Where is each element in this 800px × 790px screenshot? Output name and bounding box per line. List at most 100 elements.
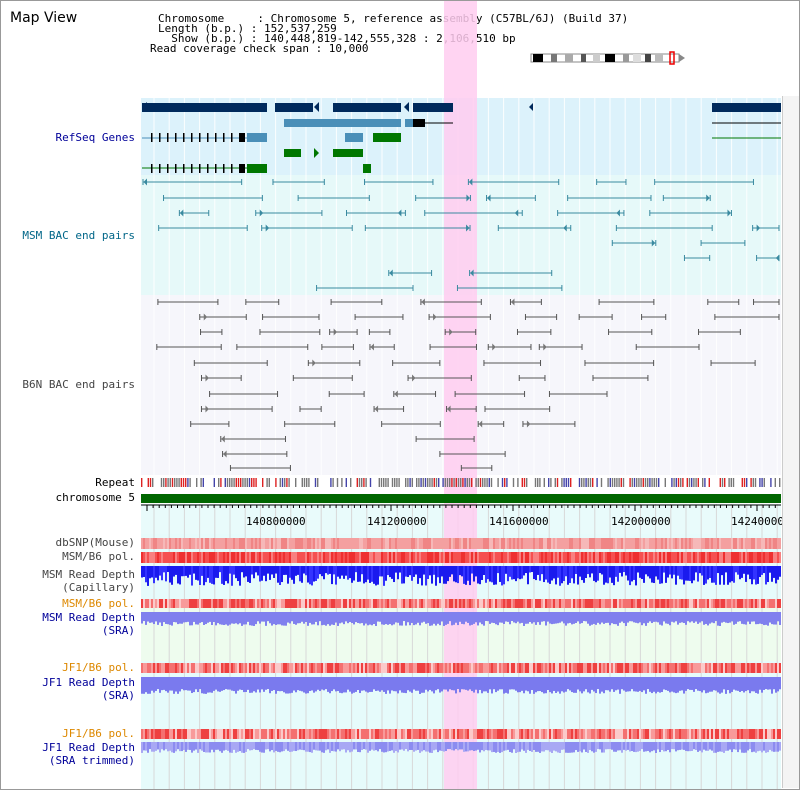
jf1-b6-pol-trim-cell [405, 729, 407, 739]
msm-b6-pol-cell [383, 552, 385, 563]
exon-mark [183, 164, 185, 173]
jf1-b6-pol-cell [231, 663, 233, 673]
jf1-b6-pol-cell [359, 663, 361, 673]
msm-b6-pol-sra-cell [257, 599, 259, 608]
jf1-b6-pol-trim-cell [373, 729, 375, 739]
dbsnp-cell [639, 538, 641, 549]
jf1-b6-pol-cell [305, 663, 307, 673]
jf1-b6-pol-cell [731, 663, 733, 673]
msm-capillary-depth-bar [333, 566, 335, 575]
jf1-sra-depth-bar [455, 677, 457, 694]
dbsnp-cell [493, 538, 495, 549]
msm-b6-pol-cell [233, 552, 235, 563]
jf1-b6-pol-trim-cell [383, 729, 385, 739]
dbsnp-cell [233, 538, 235, 549]
track-label-msm-b6-pol[interactable]: MSM/B6 pol. [62, 550, 135, 563]
jf1-trimmed-depth-bar [463, 742, 465, 752]
msm-b6-pol-cell [261, 552, 263, 563]
msm-capillary-depth-bar [733, 566, 735, 583]
dbsnp-cell [619, 538, 621, 549]
jf1-sra-depth-bar [159, 677, 161, 693]
jf1-b6-pol-cell [239, 663, 241, 673]
track-label-jf1-depth-sra[interactable]: JF1 Read Depth [42, 676, 135, 689]
jf1-b6-pol-cell [347, 663, 349, 673]
jf1-b6-pol-trim-cell [407, 729, 409, 739]
track-label-msm-depth-sra[interactable]: MSM Read Depth [42, 611, 135, 624]
jf1-trimmed-depth-bar [615, 742, 617, 752]
jf1-b6-pol-cell [779, 663, 781, 673]
msm-b6-pol-cell [573, 552, 575, 563]
track-label-msm-bac[interactable]: MSM BAC end pairs [22, 229, 135, 242]
jf1-b6-pol-cell [589, 663, 591, 673]
msm-sra-depth-bar [295, 612, 297, 625]
jf1-sra-depth-bar [507, 677, 509, 694]
track-label-refseq[interactable]: RefSeq Genes [55, 131, 135, 144]
jf1-b6-pol-trim-cell [747, 729, 749, 739]
msm-capillary-depth-bar [661, 566, 663, 584]
repeat-element [464, 478, 466, 487]
dbsnp-cell [449, 538, 451, 549]
repeat-element [237, 478, 240, 487]
repeat-element [457, 478, 460, 487]
track-label-dbsnp[interactable]: dbSNP(Mouse) [55, 536, 135, 549]
jf1-b6-pol-cell [507, 663, 509, 673]
jf1-trimmed-depth-bar [723, 742, 725, 753]
jf1-sra-depth-bar [541, 677, 543, 693]
jf1-sra-depth-bar [649, 677, 651, 692]
jf1-b6-pol-cell [475, 663, 477, 673]
msm-sra-depth-bar [589, 612, 591, 626]
jf1-trimmed-depth-bar [683, 742, 685, 750]
track-label-msm-depth-capillary[interactable]: MSM Read Depth [42, 568, 135, 581]
track-label-b6n-bac[interactable]: B6N BAC end pairs [22, 378, 135, 391]
msm-b6-pol-cell [767, 552, 769, 563]
msm-b6-pol-cell [187, 552, 189, 563]
track-label-jf1-b6-pol[interactable]: JF1/B6 pol. [62, 661, 135, 674]
dbsnp-cell [343, 538, 345, 549]
jf1-trimmed-depth-bar [611, 742, 613, 750]
jf1-trimmed-depth-bar [773, 742, 775, 752]
jf1-b6-pol-trim-cell [773, 729, 775, 739]
repeat-element [466, 478, 468, 487]
jf1-b6-pol-cell [743, 663, 745, 673]
msm-b6-pol-cell [535, 552, 537, 563]
msm-sra-depth-bar [439, 612, 441, 626]
jf1-b6-pol-cell [437, 663, 439, 673]
jf1-b6-pol-cell [545, 663, 547, 673]
track-label-jf1-depth-trimmed[interactable]: JF1 Read Depth [42, 741, 135, 754]
msm-capillary-depth-bar [509, 566, 511, 577]
msm-capillary-depth-bar [471, 566, 473, 574]
jf1-sra-depth-bar [217, 677, 219, 692]
dbsnp-cell [713, 538, 715, 549]
msm-b6-pol-sra-cell [763, 599, 765, 608]
msm-b6-pol-cell [229, 552, 231, 563]
msm-b6-pol-cell [207, 552, 209, 563]
jf1-trimmed-depth-bar [711, 742, 713, 751]
repeat-element [402, 478, 405, 487]
jf1-b6-pol-cell [733, 663, 735, 673]
jf1-b6-pol-trim-cell [617, 729, 619, 739]
msm-b6-pol-sra-cell [529, 599, 531, 608]
chromosome-ideogram[interactable] [529, 51, 689, 65]
msm-b6-pol-cell [529, 552, 531, 563]
jf1-b6-pol-cell [187, 663, 189, 673]
jf1-b6-pol-trim-cell [671, 729, 673, 739]
track-label-msm-b6-pol-sra[interactable]: MSM/B6 pol. [62, 597, 135, 610]
jf1-trimmed-depth-bar [465, 742, 467, 752]
msm-b6-pol-cell [295, 552, 297, 563]
repeat-element [614, 478, 616, 487]
repeat-element [336, 478, 339, 487]
track-label-jf1-b6-pol-trim[interactable]: JF1/B6 pol. [62, 727, 135, 740]
msm-capillary-depth-bar [653, 566, 655, 584]
msm-b6-pol-cell [527, 552, 529, 563]
msm-sra-depth-bar [287, 612, 289, 623]
vertical-scrollbar[interactable] [782, 96, 799, 788]
msm-capillary-depth-bar [625, 566, 627, 576]
msm-sra-depth-bar [403, 612, 405, 622]
msm-sra-depth-bar [317, 612, 319, 626]
jf1-b6-pol-trim-cell [459, 729, 461, 739]
jf1-b6-pol-trim-cell [471, 729, 473, 739]
msm-b6-pol-cell [619, 552, 621, 563]
jf1-sra-depth-bar [377, 677, 379, 691]
